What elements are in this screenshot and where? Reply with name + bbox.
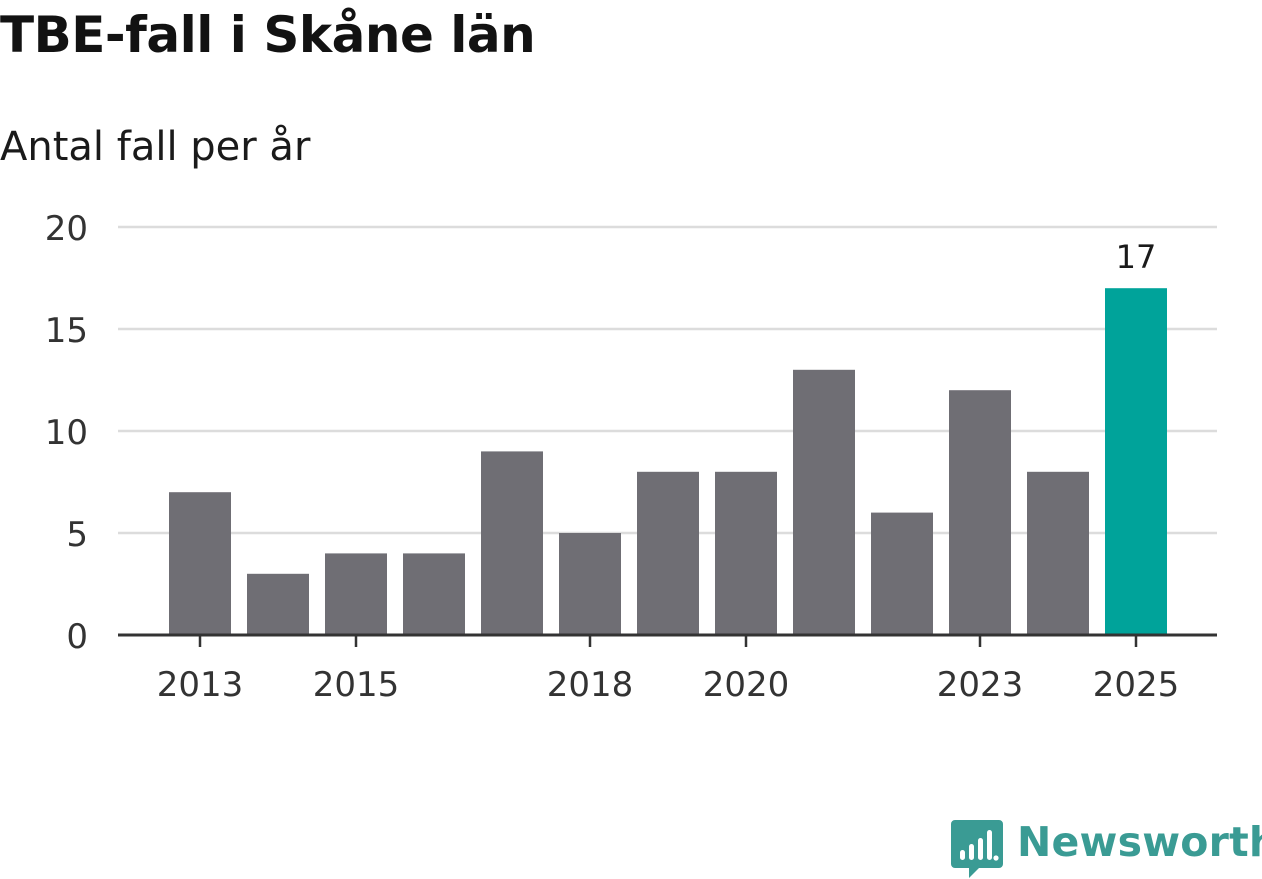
x-tick-label: 2023 [937,665,1024,705]
newsworthy-logo-icon [951,820,1003,878]
chart-title: TBE-fall i Skåne län [0,6,536,64]
bar [637,471,699,635]
chart-subtitle: Antal fall per år [0,124,311,170]
x-tick-label: 2020 [703,665,790,705]
bar [559,533,621,635]
bar [403,553,465,635]
data-label: 17 [1116,238,1157,276]
x-tick-label: 2025 [1093,665,1180,705]
x-tick-label: 2013 [157,665,244,705]
y-tick-label: 15 [45,311,88,351]
bar [715,471,777,635]
y-tick-label: 0 [66,617,88,657]
bar [1027,471,1089,635]
newsworthy-logo: Newsworthy [951,818,1262,878]
bar [871,512,933,635]
bar [481,451,543,635]
x-tick-label: 2018 [547,665,634,705]
bar [325,553,387,635]
bar [949,390,1011,635]
bar [1105,288,1167,635]
bar [169,492,231,635]
y-tick-label: 20 [45,209,88,249]
newsworthy-logo-text: Newsworthy [1017,818,1262,866]
y-tick-label: 5 [66,515,88,555]
bar [247,573,309,635]
bar [793,369,855,635]
y-tick-label: 10 [45,413,88,453]
x-tick-label: 2015 [313,665,400,705]
